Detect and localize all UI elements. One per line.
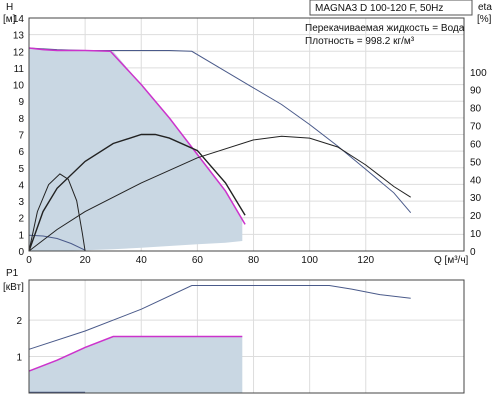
x-tick-label: 100	[301, 255, 318, 266]
series-head-min	[28, 234, 86, 251]
y2-axis-title: eta	[478, 2, 492, 13]
y2-tick-label: 50	[470, 157, 482, 168]
series-efficiency-max	[28, 135, 411, 252]
power-axis-title: P1	[6, 268, 19, 279]
y-tick-label: 10	[13, 81, 25, 92]
y2-tick-label: 40	[470, 175, 482, 186]
head-plot-frame	[28, 17, 465, 252]
x-tick-label: 0	[26, 255, 32, 266]
y-tick-label: 12	[13, 47, 25, 58]
x-axis-title: Q [м³/ч]	[434, 255, 469, 266]
power-chart: 12 P1 [кВт]	[3, 268, 465, 394]
y-axis-title: H	[6, 2, 13, 13]
y-tick-label: 8	[18, 114, 24, 125]
x-tick-labels: 0 20 40 60 80 100 120	[26, 255, 374, 266]
x-tick-label: 60	[192, 255, 204, 266]
title-box	[309, 0, 473, 16]
power-duty-area	[29, 336, 243, 393]
x-tick-label: 20	[80, 255, 92, 266]
x-tick-label: 40	[136, 255, 148, 266]
series-efficiency-min	[28, 173, 86, 252]
x-tick-label: 80	[248, 255, 260, 266]
y2-tick-label: 20	[470, 211, 482, 222]
y-tick-label: 2	[18, 214, 24, 225]
y2-tick-label: 100	[470, 68, 487, 79]
power-axis-unit: [кВт]	[3, 282, 24, 293]
y2-tick-label: 90	[470, 86, 482, 97]
power-y-tick-label: 1	[16, 353, 22, 364]
y-tick-label: 9	[18, 97, 24, 108]
series-power-duty	[28, 335, 243, 372]
head-series	[28, 47, 412, 252]
y2-tick-label: 10	[470, 229, 482, 240]
y-tick-label: 1	[18, 230, 24, 241]
density-annotation: Плотность = 998.2 кг/м³	[305, 36, 415, 47]
y2-axis-unit: [%]	[477, 14, 492, 25]
y-tick-label: 4	[18, 180, 24, 191]
duty-area	[29, 48, 243, 251]
y-axis-unit: [м]	[3, 14, 16, 25]
y-tick-label: 13	[13, 31, 25, 42]
y-tick-label: 0	[18, 247, 24, 258]
power-y-tick-labels: 12	[16, 316, 22, 363]
series-head-duty	[28, 47, 246, 225]
y-tick-label: 14	[13, 14, 25, 25]
fluid-annotation: Перекачиваемая жидкость = Вода	[305, 23, 465, 34]
chart-title: MAGNA3 D 100-120 F, 50Hz	[315, 3, 443, 14]
series-efficiency-duty	[28, 133, 246, 252]
y-tick-label: 7	[18, 131, 24, 142]
y-tick-label: 11	[14, 64, 25, 75]
y-tick-label: 5	[18, 164, 24, 175]
series-power-max	[28, 285, 411, 350]
power-plot-frame	[28, 279, 465, 394]
y2-tick-label: 30	[470, 193, 482, 204]
y-tick-label: 6	[18, 147, 24, 158]
y2-tick-label: 60	[470, 139, 482, 150]
y-tick-label: 3	[18, 197, 24, 208]
x-tick-label: 120	[357, 255, 374, 266]
y2-tick-label: 80	[470, 104, 482, 115]
y2-tick-labels: 0 10 20 30 40 50 60 70 80 90 100	[470, 68, 487, 258]
y2-tick-label: 0	[470, 247, 476, 258]
power-y-tick-label: 2	[16, 316, 22, 327]
power-series	[28, 285, 411, 393]
y2-tick-label: 70	[470, 122, 482, 133]
